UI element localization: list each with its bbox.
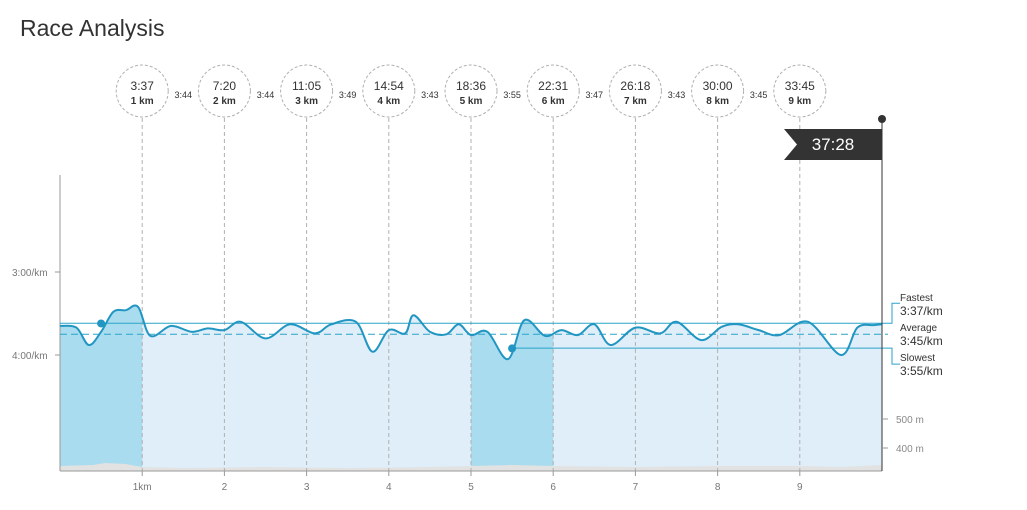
split-circle-7 bbox=[608, 64, 662, 118]
split-pace: 3:45 bbox=[750, 90, 768, 100]
elevation-axis-tick-label: 400 m bbox=[896, 444, 924, 455]
split-pace: 3:43 bbox=[668, 90, 686, 100]
x-axis-tick-label: 3 bbox=[304, 482, 310, 493]
split-circle-4 bbox=[362, 64, 416, 118]
split-circle-2 bbox=[197, 64, 251, 118]
split-time: 11:05 bbox=[292, 79, 321, 93]
split-pace: 3:49 bbox=[339, 90, 357, 100]
split-distance: 2 km bbox=[213, 96, 236, 107]
split-time: 3:37 bbox=[131, 79, 155, 93]
split-time: 33:45 bbox=[785, 79, 815, 93]
split-distance: 1 km bbox=[131, 96, 154, 107]
fastest-value: 3:37/km bbox=[900, 304, 943, 318]
x-axis-tick-label: 2 bbox=[222, 482, 228, 493]
finish-time: 37:28 bbox=[812, 135, 855, 154]
split-distance: 3 km bbox=[295, 96, 318, 107]
split-circle-5 bbox=[444, 64, 498, 118]
pace-axis-tick-label: 3:00/km bbox=[12, 268, 48, 279]
finish-pole-top bbox=[878, 115, 886, 123]
x-axis-tick-label: 8 bbox=[715, 482, 721, 493]
x-axis-tick-label: 9 bbox=[797, 482, 803, 493]
split-distance: 4 km bbox=[377, 96, 400, 107]
split-pace: 3:47 bbox=[586, 90, 604, 100]
split-time: 22:31 bbox=[538, 79, 568, 93]
split-distance: 9 km bbox=[788, 96, 811, 107]
split-pace: 3:44 bbox=[257, 90, 275, 100]
elevation-profile bbox=[60, 463, 882, 471]
slowest-bracket bbox=[888, 347, 900, 365]
split-time: 30:00 bbox=[703, 79, 733, 93]
fastest-bracket bbox=[888, 302, 900, 324]
finish-flag bbox=[784, 129, 882, 160]
split-distance: 7 km bbox=[624, 96, 647, 107]
x-axis-tick-label: 1km bbox=[133, 482, 152, 493]
split-pace: 3:55 bbox=[503, 90, 521, 100]
split-circle-9 bbox=[773, 64, 827, 118]
split-time: 14:54 bbox=[374, 79, 404, 93]
fastest-pace-marker bbox=[97, 319, 106, 328]
split-pace: 3:44 bbox=[175, 90, 193, 100]
split-distance: 8 km bbox=[706, 96, 729, 107]
slowest-label: Slowest bbox=[900, 353, 935, 364]
split-distance: 6 km bbox=[542, 96, 565, 107]
split-circle-6 bbox=[526, 64, 580, 118]
pace-line bbox=[59, 304, 883, 361]
fastest-label: Fastest bbox=[900, 293, 933, 304]
average-label: Average bbox=[900, 323, 938, 334]
split-circle-3 bbox=[280, 64, 334, 118]
x-axis-tick-label: 7 bbox=[633, 482, 639, 493]
average-value: 3:45/km bbox=[900, 334, 943, 348]
x-axis-tick-label: 6 bbox=[550, 482, 556, 493]
slowest-pace-marker bbox=[508, 344, 517, 353]
pace-axis-tick-label: 4:00/km bbox=[12, 351, 48, 362]
elevation-axis-tick-label: 500 m bbox=[896, 415, 924, 426]
split-time: 7:20 bbox=[213, 79, 237, 93]
split-circle-8 bbox=[691, 64, 745, 118]
x-axis-tick-label: 5 bbox=[468, 482, 474, 493]
split-distance: 5 km bbox=[460, 96, 483, 107]
split-time: 26:18 bbox=[620, 79, 650, 93]
split-time: 18:36 bbox=[456, 79, 486, 93]
slowest-value: 3:55/km bbox=[900, 364, 943, 378]
x-axis-tick-label: 4 bbox=[386, 482, 392, 493]
split-circle-1 bbox=[115, 64, 169, 118]
page-title: Race Analysis bbox=[20, 15, 165, 41]
split-pace: 3:43 bbox=[421, 90, 439, 100]
